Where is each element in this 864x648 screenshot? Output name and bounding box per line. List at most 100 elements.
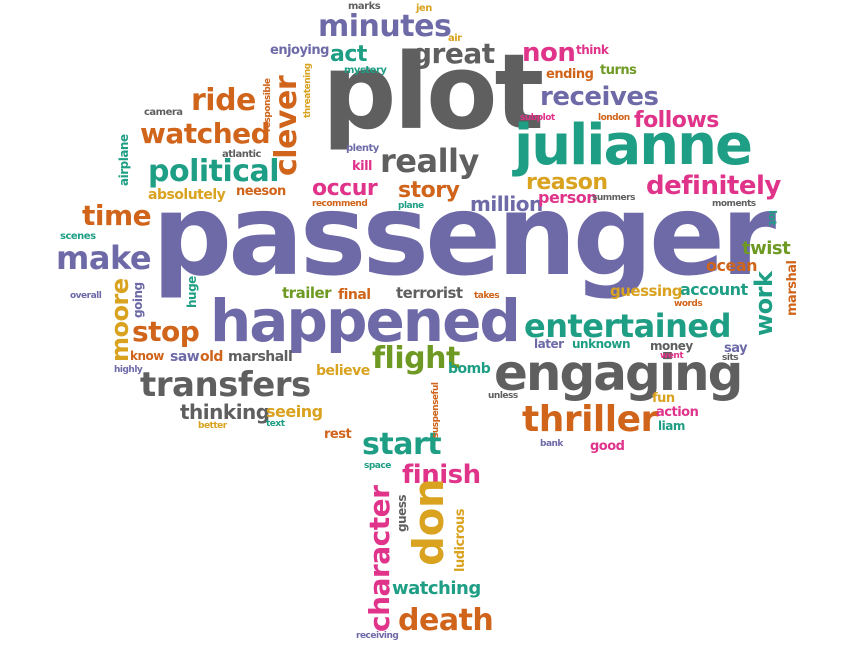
word-really: really <box>380 142 479 180</box>
word-absolutely: absolutely <box>148 187 226 203</box>
word-thinking: thinking <box>180 400 270 424</box>
word-space: space <box>364 461 391 471</box>
word-lot: lot <box>766 210 779 226</box>
word-liam: liam <box>658 419 685 433</box>
word-political: political <box>148 154 280 189</box>
word-happened: happened <box>210 287 521 355</box>
word-air: air <box>448 33 462 44</box>
word-story: story <box>398 178 460 203</box>
word-julianne: julianne <box>514 113 753 178</box>
word-going: going <box>131 282 145 318</box>
word-huge: huge <box>185 276 199 308</box>
word-good: good <box>590 439 625 454</box>
word-twist: twist <box>742 238 791 259</box>
word-think: think <box>576 43 609 57</box>
word-death: death <box>398 603 494 638</box>
word-million: million <box>470 192 543 216</box>
word-moore: moore <box>106 278 134 362</box>
word-minutes: minutes <box>318 9 452 44</box>
word-watched: watched <box>140 117 271 150</box>
word-make: make <box>56 239 152 277</box>
word-clever: clever <box>269 75 304 176</box>
word-flight: flight <box>372 341 460 376</box>
word-plane: plane <box>398 201 424 211</box>
word-time: time <box>82 199 152 232</box>
word-bank: bank <box>540 439 563 449</box>
word-don: don <box>404 478 453 566</box>
word-final: final <box>338 287 371 303</box>
word-terrorist: terrorist <box>396 284 463 302</box>
word-highly: highly <box>114 365 143 375</box>
word-rest: rest <box>324 427 352 442</box>
word-guessing: guessing <box>610 282 683 300</box>
word-airplane: airplane <box>117 134 131 186</box>
word-responsible: responsible <box>263 78 273 132</box>
word-later: later <box>534 337 564 351</box>
word-ludicrous: ludicrous <box>453 508 468 572</box>
word-ride: ride <box>191 83 256 118</box>
word-seeing: seeing <box>266 402 323 421</box>
word-unless: unless <box>488 391 518 401</box>
word-recommend: recommend <box>312 199 368 209</box>
word-takes: takes <box>474 291 500 301</box>
word-mystery: mystery <box>344 65 387 76</box>
word-trailer: trailer <box>282 284 332 302</box>
word-overall: overall <box>70 291 102 301</box>
word-scenes: scenes <box>60 231 96 242</box>
word-start: start <box>362 427 442 462</box>
word-guess: guess <box>395 494 409 532</box>
word-atlantic: atlantic <box>222 149 261 160</box>
word-know: know <box>130 349 164 363</box>
word-saw: saw <box>170 349 200 365</box>
word-watching: watching <box>392 578 481 599</box>
word-engaging: engaging <box>494 344 743 402</box>
word-neeson: neeson <box>236 184 286 199</box>
word-unknown: unknown <box>572 337 630 351</box>
word-ocean: ocean <box>706 256 758 275</box>
word-occur: occur <box>312 176 378 201</box>
word-transfers: transfers <box>140 365 311 405</box>
word-london: london <box>598 113 630 123</box>
word-marks: marks <box>348 1 381 12</box>
word-kill: kill <box>352 159 373 174</box>
word-turns: turns <box>600 63 637 78</box>
word-plenty: plenty <box>346 143 379 154</box>
word-action: action <box>656 405 699 420</box>
word-old: old <box>200 349 223 365</box>
word-words: words <box>674 299 703 309</box>
word-great: great <box>412 37 495 70</box>
word-say: say <box>724 341 748 356</box>
word-fun: fun <box>652 391 675 406</box>
word-jen: jen <box>416 3 432 14</box>
word-character: character <box>363 485 396 632</box>
word-passenger: passenger <box>152 171 776 301</box>
word-entertained: entertained <box>524 307 732 345</box>
word-act: act <box>330 42 367 67</box>
word-sits: sits <box>722 353 739 363</box>
word-person: person <box>538 188 598 207</box>
word-went: went <box>660 351 684 361</box>
word-definitely: definitely <box>646 171 781 201</box>
word-suspenseful: suspenseful <box>431 382 441 438</box>
word-work: work <box>750 271 778 336</box>
word-subplot: subplot <box>520 113 555 123</box>
word-believe: believe <box>316 363 370 379</box>
word-better: better <box>198 421 227 431</box>
word-plot: plot <box>322 31 544 153</box>
word-camera: camera <box>144 107 183 118</box>
word-summers: summers <box>592 193 635 203</box>
word-finish: finish <box>402 460 481 490</box>
word-enjoying: enjoying <box>270 43 329 58</box>
word-reason: reason <box>526 170 608 195</box>
word-ending: ending <box>546 67 594 82</box>
word-follows: follows <box>634 108 719 133</box>
word-marshall: marshall <box>228 349 293 365</box>
word-text: text <box>266 419 285 429</box>
word-marshal: marshal <box>785 260 800 316</box>
word-account: account <box>680 280 748 299</box>
word-thriller: thriller <box>522 399 658 440</box>
word-receiving: receiving <box>356 631 399 641</box>
word-money: money <box>650 339 693 353</box>
word-receives: receives <box>540 82 659 112</box>
